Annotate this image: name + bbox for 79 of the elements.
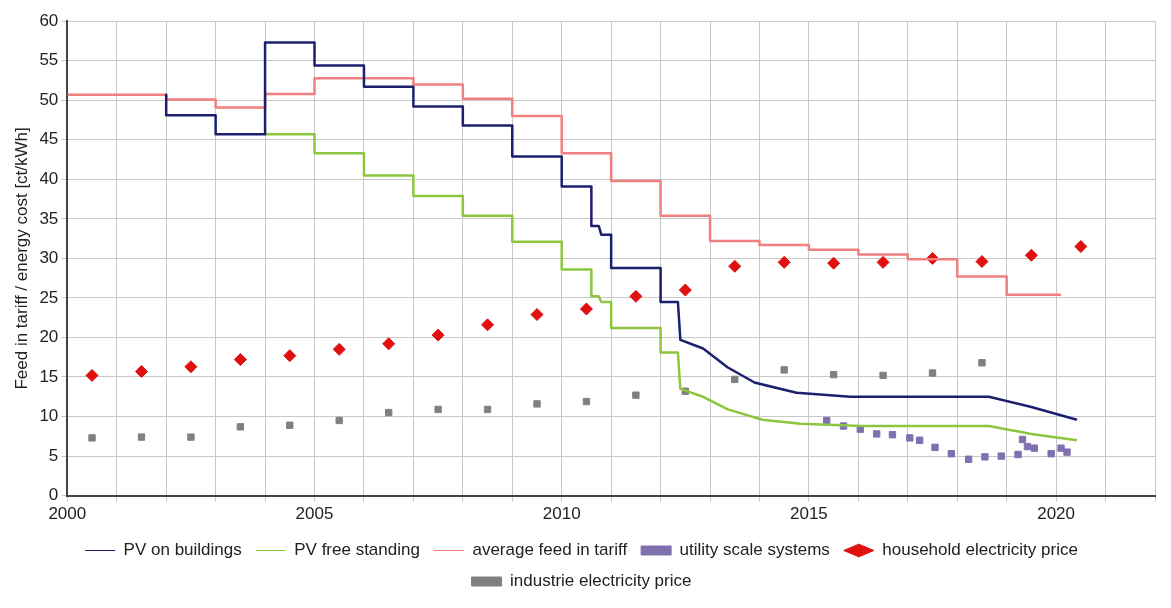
point: [233, 353, 247, 367]
y-tick-label: 60: [39, 10, 59, 30]
point: [283, 349, 297, 363]
legend-label: industrie electricity price: [510, 571, 692, 591]
y-axis-title: Feed in tariff / energy cost [ct/kWh]: [11, 127, 31, 390]
legend-label: utility scale systems: [679, 540, 830, 560]
point: [931, 443, 939, 452]
point: [731, 375, 739, 384]
point: [978, 359, 986, 367]
point: [382, 337, 396, 351]
point: [1057, 444, 1065, 452]
point: [579, 302, 593, 316]
point: [533, 400, 541, 408]
point: [483, 405, 492, 414]
point: [1024, 248, 1038, 262]
point: [1014, 450, 1022, 459]
point: [888, 431, 897, 439]
y-tick-label: 15: [39, 366, 59, 386]
y-tick-label: 50: [39, 89, 59, 109]
point: [829, 370, 838, 379]
y-tick-label: 35: [39, 208, 59, 228]
y-tick-label: 55: [39, 50, 59, 70]
x-tick-label: 2000: [48, 504, 87, 524]
point: [1023, 442, 1032, 451]
point: [879, 371, 887, 380]
point: [236, 423, 245, 431]
y-tick-label: 5: [48, 445, 59, 465]
legend-label: average feed in tariff: [472, 540, 628, 560]
y-tick-label: 40: [39, 169, 59, 189]
point: [335, 416, 343, 425]
point: [928, 369, 937, 377]
point: [872, 430, 881, 438]
point: [780, 366, 788, 374]
y-tick-label: 45: [39, 129, 59, 149]
point: [434, 405, 442, 414]
point: [481, 318, 495, 332]
point: [1063, 448, 1071, 456]
point: [286, 421, 294, 429]
point: [85, 368, 99, 382]
point: [915, 436, 924, 444]
y-tick-label: 20: [39, 327, 59, 347]
point: [981, 453, 989, 461]
point: [964, 455, 973, 463]
point: [1074, 240, 1088, 254]
point: [582, 397, 591, 406]
point: [134, 364, 148, 378]
point: [187, 433, 195, 441]
x-tick-label: 2020: [1037, 504, 1076, 524]
x-tick-label: 2010: [542, 504, 581, 524]
point: [876, 255, 890, 269]
point: [1030, 444, 1039, 452]
x-tick-label: 2005: [295, 504, 334, 524]
point: [184, 360, 198, 374]
point: [431, 328, 445, 342]
point: [678, 283, 692, 297]
point: [530, 308, 544, 322]
y-tick-label: 0: [48, 485, 59, 505]
point: [906, 434, 914, 442]
y-tick-label: 30: [39, 248, 59, 268]
y-tick-label: 10: [39, 406, 59, 426]
point: [777, 255, 791, 269]
point: [332, 342, 346, 356]
point: [88, 434, 96, 442]
point: [997, 452, 1005, 460]
point: [1047, 450, 1055, 458]
point: [632, 391, 640, 399]
point: [827, 256, 841, 270]
x-tick-label: 2015: [790, 504, 828, 524]
legend-label: household electricity price: [882, 540, 1078, 560]
point: [137, 433, 146, 441]
point: [384, 408, 393, 417]
point: [975, 255, 989, 269]
y-tick-label: 25: [39, 287, 59, 307]
point: [947, 450, 955, 458]
point: [629, 289, 643, 303]
legend-label: PV free standing: [294, 540, 420, 560]
point: [728, 259, 742, 273]
legend-label: PV on buildings: [123, 540, 242, 560]
point: [1018, 435, 1027, 444]
